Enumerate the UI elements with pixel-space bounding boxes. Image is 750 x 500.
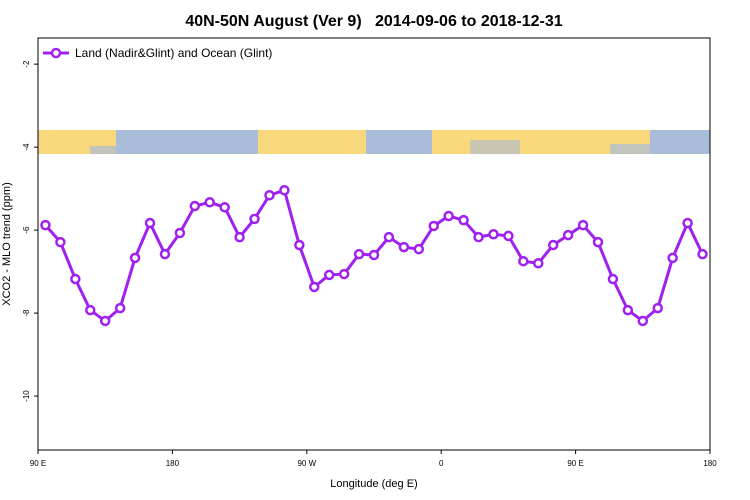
point [443, 210, 454, 222]
point [428, 220, 439, 232]
y-tick-label: -6 [22, 226, 31, 234]
point [114, 302, 126, 314]
x-tick-label: 0 [439, 459, 444, 468]
point [309, 281, 320, 293]
point [413, 243, 425, 255]
point [473, 231, 484, 243]
point [249, 213, 260, 225]
point [607, 273, 619, 285]
point [144, 217, 156, 229]
point [697, 248, 708, 260]
point [518, 255, 529, 267]
legend-marker [50, 47, 62, 59]
point [637, 315, 649, 327]
point [85, 304, 96, 316]
point [294, 239, 305, 251]
point [368, 249, 380, 261]
point [323, 269, 335, 281]
point [234, 231, 245, 243]
point [174, 227, 186, 239]
x-tick-label: 180 [166, 459, 180, 468]
y-axis-label: XCO2 - MLO trend (ppm) [1, 182, 13, 305]
point [503, 230, 514, 242]
legend-label: Land (Nadir&Glint) and Ocean (Glint) [75, 46, 272, 60]
point [264, 189, 275, 201]
point [204, 197, 215, 208]
point [547, 239, 559, 251]
point [55, 236, 66, 248]
point [189, 200, 201, 212]
y-tick-label: -4 [22, 143, 31, 151]
point [353, 248, 365, 260]
point [70, 273, 81, 285]
point [652, 302, 663, 314]
point [40, 219, 51, 231]
x-tick-label: 90 E [567, 459, 583, 468]
x-tick-label: 90 W [297, 459, 316, 468]
point [279, 185, 290, 196]
point [577, 219, 589, 231]
point [488, 228, 499, 240]
point [338, 268, 350, 280]
map-band [38, 130, 710, 154]
point [682, 217, 693, 229]
plot-frame [37, 37, 711, 451]
point [533, 258, 544, 269]
point [667, 252, 678, 264]
point [592, 236, 604, 248]
x-axis-label: Longitude (deg E) [330, 478, 417, 490]
y-tick-label: -2 [22, 60, 31, 68]
point [622, 304, 634, 316]
point [383, 231, 395, 243]
point [398, 241, 410, 253]
x-tick-label: 90 E [30, 459, 46, 468]
point [562, 229, 574, 241]
point [99, 315, 111, 327]
y-tick-label: -8 [22, 309, 31, 317]
point [159, 248, 171, 260]
point [458, 214, 469, 226]
y-tick-label: -10 [22, 390, 31, 402]
x-tick-label: 180 [703, 459, 717, 468]
chart-title: 40N-50N August (Ver 9) 2014-09-06 to 201… [185, 13, 562, 30]
point [129, 252, 141, 264]
point [219, 202, 230, 213]
